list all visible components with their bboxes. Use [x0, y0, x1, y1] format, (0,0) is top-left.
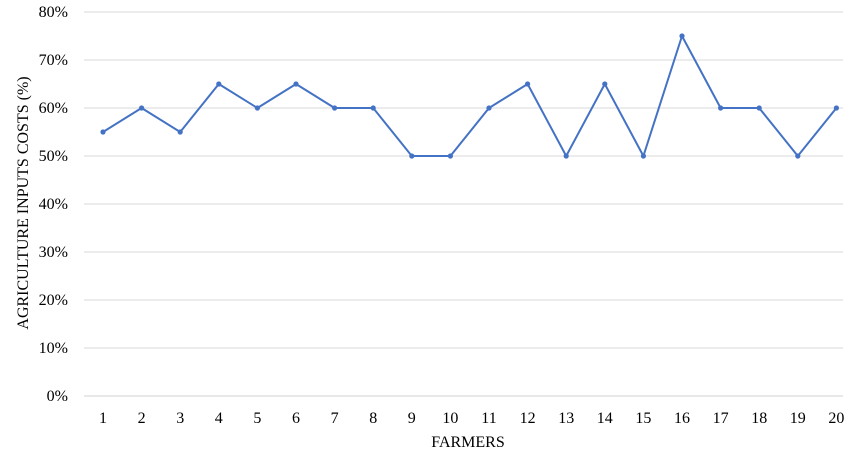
x-tick-label: 14	[597, 410, 613, 427]
data-point	[409, 153, 415, 159]
x-tick-label: 5	[253, 410, 261, 427]
y-tick-label: 0%	[47, 388, 68, 405]
data-point	[563, 153, 569, 159]
data-point	[254, 105, 260, 111]
y-axis-title: AGRICULTURE INPUTS COSTS (%)	[15, 76, 32, 329]
x-tick-label: 4	[215, 410, 223, 427]
data-point	[370, 105, 376, 111]
data-point	[525, 81, 531, 87]
y-axis-tick-labels: 0% 10% 20% 30% 40% 50% 60% 70% 80%	[39, 4, 68, 405]
x-tick-label: 8	[369, 410, 377, 427]
series-line	[102, 35, 838, 157]
x-tick-label: 15	[635, 410, 651, 427]
y-tick-label: 20%	[39, 292, 68, 309]
x-tick-label: 17	[713, 410, 729, 427]
x-tick-label: 7	[331, 410, 339, 427]
data-point	[602, 81, 608, 87]
gridlines	[84, 11, 843, 397]
y-tick-label: 40%	[39, 196, 68, 213]
x-axis-tick-labels: 1 2 3 4 5 6 7 8 9 10 11 12 13 14 15 16 17 18 19 20	[99, 410, 844, 427]
data-point	[718, 105, 724, 111]
data-point	[640, 153, 647, 159]
data-point	[139, 105, 145, 111]
x-tick-label: 1	[99, 410, 107, 427]
x-tick-label: 20	[828, 410, 844, 427]
x-tick-label: 19	[790, 410, 806, 427]
data-point	[795, 153, 801, 159]
x-tick-label: 10	[442, 410, 458, 427]
y-tick-label: 80%	[39, 4, 68, 21]
x-axis-title: FARMERS	[431, 434, 505, 451]
data-point	[100, 129, 106, 135]
y-tick-label: 30%	[39, 244, 68, 261]
y-tick-label: 50%	[39, 148, 68, 165]
x-tick-label: 3	[176, 410, 184, 427]
x-tick-label: 12	[520, 410, 536, 427]
data-point	[833, 105, 840, 111]
x-tick-label: 16	[674, 410, 690, 427]
x-tick-label: 11	[481, 410, 496, 427]
data-point	[177, 129, 183, 135]
x-tick-label: 6	[292, 410, 300, 427]
y-tick-label: 70%	[39, 52, 68, 69]
data-point	[679, 33, 685, 39]
data-points	[100, 33, 840, 159]
data-point	[486, 105, 492, 111]
y-tick-label: 60%	[39, 100, 68, 117]
data-point	[332, 105, 338, 111]
x-tick-label: 9	[408, 410, 416, 427]
x-tick-label: 13	[558, 410, 574, 427]
y-tick-label: 10%	[39, 340, 68, 357]
data-point	[756, 105, 762, 111]
data-point	[293, 81, 299, 87]
x-tick-label: 18	[751, 410, 767, 427]
x-tick-label: 2	[138, 410, 146, 427]
data-point	[216, 81, 222, 87]
data-point	[447, 153, 453, 159]
